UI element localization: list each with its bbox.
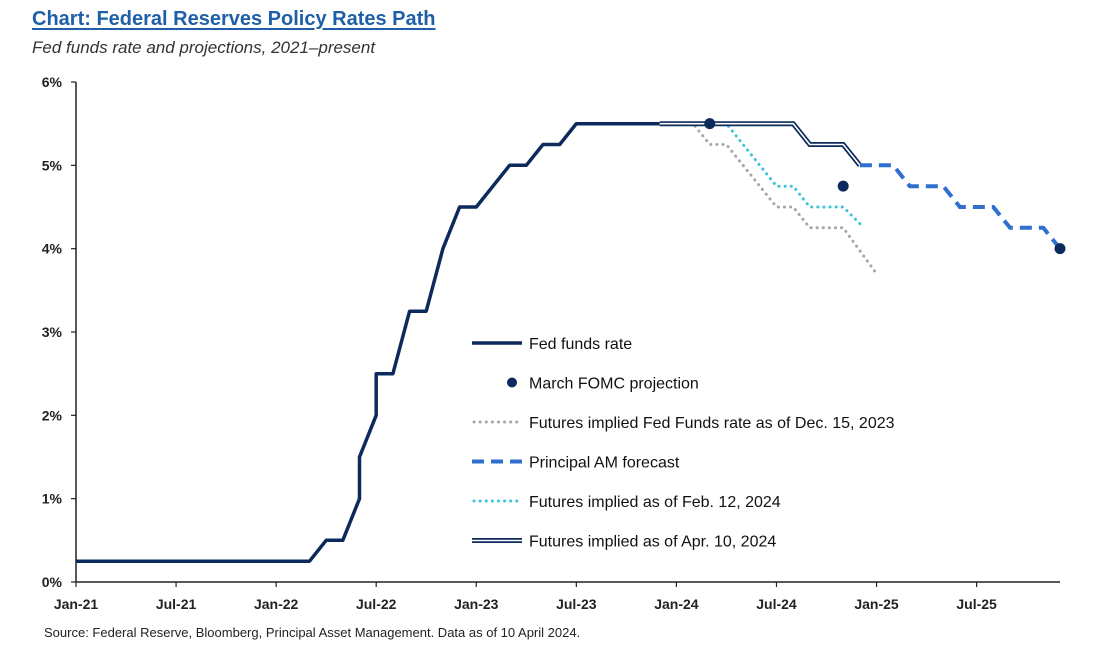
legend-item-5: Futures implied as of Apr. 10, 2024 [472, 534, 776, 551]
x-tick-label: Jan-22 [254, 596, 299, 612]
x-tick-label: Jul-21 [156, 596, 197, 612]
legend-label: Fed funds rate [529, 336, 632, 353]
series-layer [76, 118, 1066, 563]
legend-label: Futures implied Fed Funds rate as of Dec… [529, 415, 895, 432]
legend-label: March FOMC projection [529, 376, 699, 393]
y-tick-label: 4% [42, 241, 63, 257]
x-tick-label: Jul-23 [556, 596, 597, 612]
fomc-projection-point [837, 180, 849, 192]
x-tick-label: Jul-22 [356, 596, 397, 612]
x-tick-label: Jan-25 [854, 596, 899, 612]
y-tick-label: 6% [42, 74, 63, 90]
legend-item-4: Futures implied as of Feb. 12, 2024 [472, 494, 781, 511]
chart-title: Chart: Federal Reserves Policy Rates Pat… [32, 8, 436, 30]
chart-subtitle: Fed funds rate and projections, 2021–pre… [32, 38, 376, 57]
fomc-projection-point [704, 118, 716, 130]
legend-label: Futures implied as of Feb. 12, 2024 [529, 494, 781, 511]
x-tick-label: Jan-23 [454, 596, 499, 612]
series-4-line [691, 122, 862, 226]
series-0-line [76, 121, 660, 563]
axes: 0% 1% 2% 3% 4% 5% 6% Jan-21 Jul-21 Jan-22 Jul-22 Ja… [42, 74, 1060, 612]
legend-item-0: Fed funds rate [472, 336, 632, 353]
x-tick-label: Jan-24 [654, 596, 699, 612]
fomc-projection-point [1054, 243, 1066, 255]
legend-label: Futures implied as of Apr. 10, 2024 [529, 534, 776, 551]
y-tick-label: 0% [42, 574, 63, 590]
legend-label: Principal AM forecast [529, 455, 680, 472]
y-tick-label: 1% [42, 491, 63, 507]
legend-swatch-marker [507, 377, 517, 388]
y-tick-label: 5% [42, 157, 63, 173]
x-tick-label: Jan-21 [54, 596, 99, 612]
legend-item-1: March FOMC projection [507, 376, 699, 393]
legend-item-3: Principal AM forecast [472, 455, 680, 472]
source-note: Source: Federal Reserve, Bloomberg, Prin… [44, 625, 581, 640]
series-5-line-inner [659, 122, 861, 166]
y-tick-label: 3% [42, 324, 63, 340]
x-tick-label: Jul-24 [756, 596, 797, 612]
y-tick-label: 2% [42, 407, 63, 423]
x-tick-label: Jul-25 [956, 596, 997, 612]
series-3-line [859, 163, 1062, 250]
legend-item-2: Futures implied Fed Funds rate as of Dec… [472, 415, 895, 432]
legend: Fed funds rate March FOMC projection Futur… [472, 336, 895, 551]
